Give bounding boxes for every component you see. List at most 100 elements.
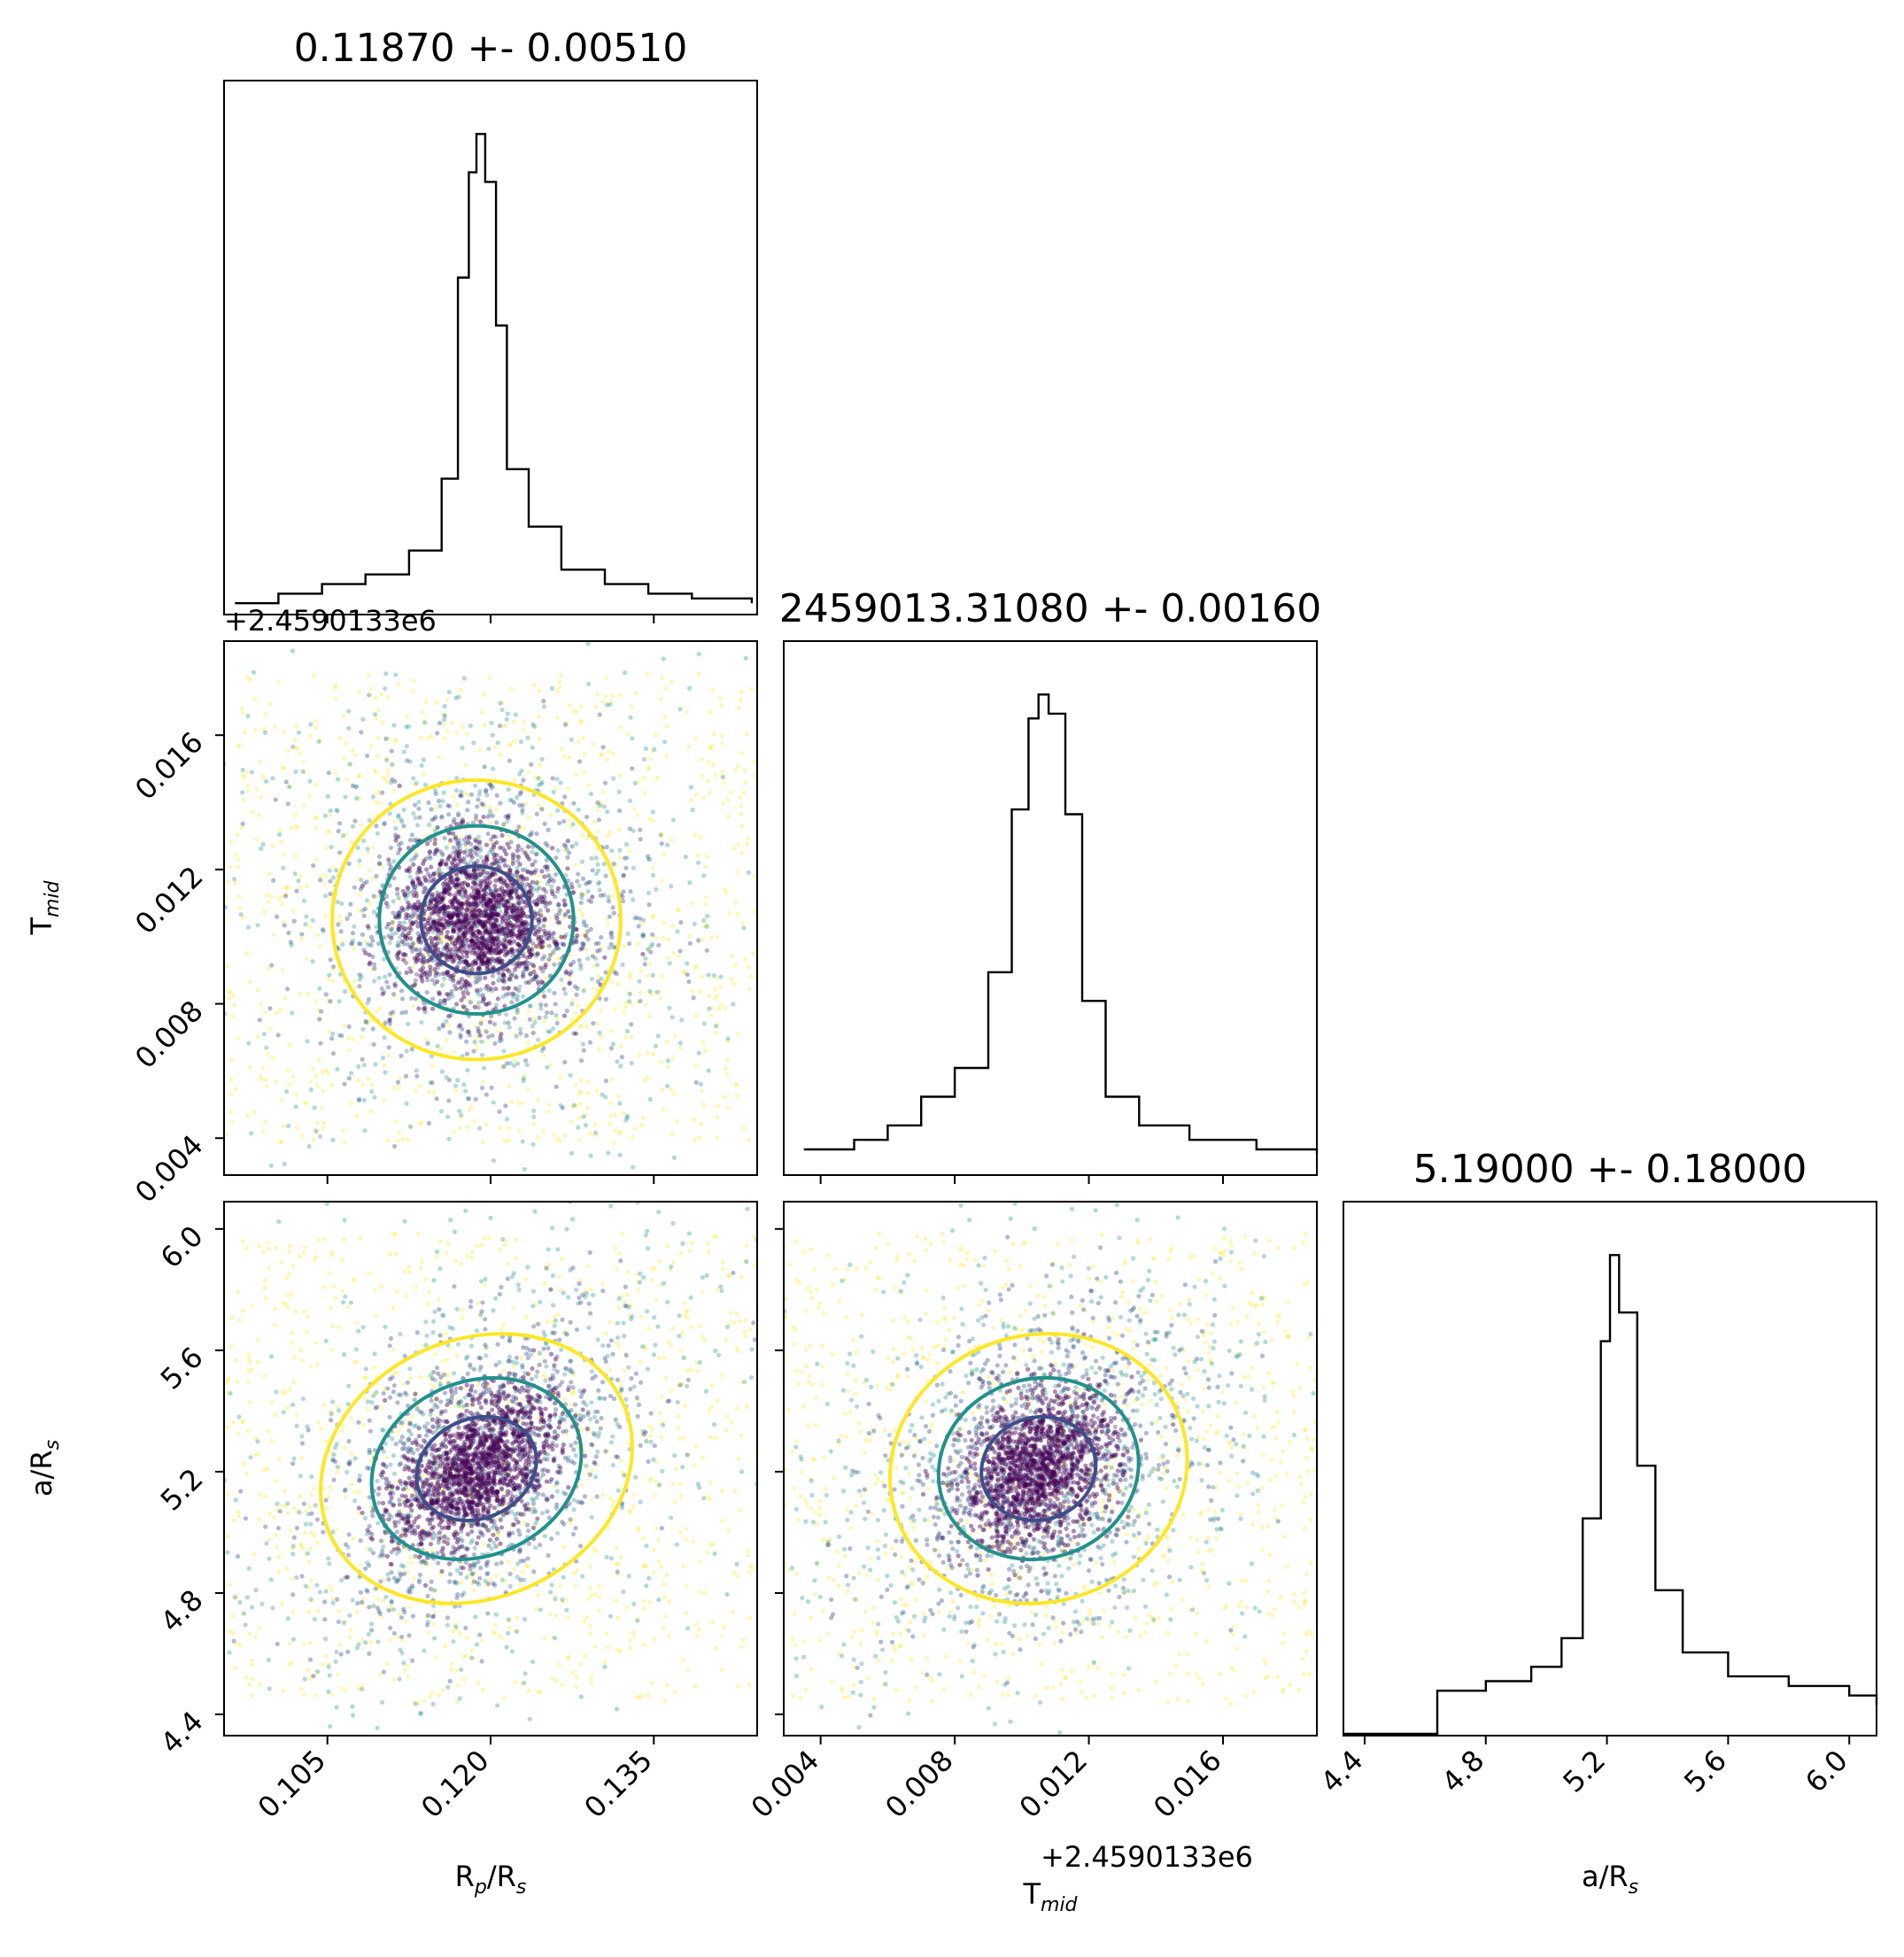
scatter-point [405, 758, 410, 763]
scatter-point [499, 927, 505, 932]
scatter-point [451, 1130, 456, 1135]
scatter-point [465, 913, 470, 918]
scatter-point [431, 919, 437, 924]
scatter-point [623, 1303, 628, 1309]
scatter-point [469, 925, 475, 931]
scatter-point [569, 824, 574, 830]
scatter-point [653, 935, 658, 940]
scatter-point [736, 1032, 740, 1037]
scatter-point [298, 873, 303, 878]
scatter-point [592, 1130, 599, 1135]
scatter-point [507, 892, 512, 897]
scatter-point [443, 945, 448, 950]
scatter-point [504, 904, 509, 909]
scatter-point [646, 856, 651, 862]
scatter-point [505, 905, 511, 910]
scatter-point [693, 1014, 699, 1018]
scatter-point [490, 732, 495, 738]
scatter-point [465, 924, 470, 930]
scatter-point [395, 955, 401, 961]
scatter-point [453, 695, 459, 700]
scatter-point [475, 847, 480, 852]
scatter-point [589, 1680, 594, 1685]
scatter-point [594, 705, 599, 710]
scatter-point [428, 1694, 433, 1699]
scatter-point [304, 956, 309, 962]
scatter-point [421, 889, 427, 894]
scatter-point [530, 722, 536, 727]
scatter-point [476, 891, 482, 896]
scatter-point [525, 735, 530, 740]
scatter-point [465, 1635, 470, 1640]
scatter-point [579, 1427, 584, 1432]
scatter-point [413, 941, 417, 947]
scatter-point [414, 853, 419, 858]
scatter-point [707, 1006, 712, 1011]
scatter-point [445, 904, 452, 910]
scatter-point [544, 936, 549, 941]
scatter-point [427, 916, 432, 921]
scatter-point [469, 967, 475, 972]
scatter-point [659, 973, 664, 978]
scatter-point [522, 850, 528, 855]
scatter-point [456, 1398, 461, 1403]
scatter-point [747, 964, 751, 970]
scatter-point [246, 1040, 252, 1046]
scatter-point [276, 832, 283, 838]
scatter-point [584, 1105, 590, 1110]
scatter-point [576, 871, 581, 877]
scatter-point [446, 886, 452, 892]
scatter-point [744, 1259, 749, 1265]
scatter-point [634, 1695, 639, 1699]
scatter-point [453, 910, 459, 916]
scatter-point [521, 877, 526, 882]
scatter-point [642, 962, 647, 967]
scatter-point [401, 928, 406, 933]
scatter-point [488, 921, 493, 926]
scatter-point [483, 885, 488, 890]
scatter-point [298, 1254, 302, 1259]
scatter-point [352, 818, 358, 824]
scatter-point [640, 1115, 646, 1120]
scatter-point [553, 1084, 559, 1089]
scatter-point [287, 784, 292, 790]
scatter-point [491, 901, 497, 907]
scatter-point [483, 913, 488, 918]
scatter-point [498, 974, 503, 980]
scatter-point [294, 1574, 299, 1581]
scatter-point [522, 1166, 527, 1172]
scatter-point [423, 856, 429, 862]
scatter-point [478, 882, 484, 887]
scatter-point [328, 878, 333, 884]
scatter-point [494, 924, 499, 929]
scatter-point [415, 952, 421, 957]
scatter-point [493, 900, 499, 905]
scatter-point [496, 946, 501, 951]
scatter-point [662, 852, 667, 857]
scatter-point [346, 1035, 352, 1040]
scatter-point [511, 886, 516, 891]
scatter-point [431, 1090, 437, 1095]
scatter-point [358, 1236, 363, 1241]
scatter-point [375, 754, 380, 759]
scatter-point [588, 1585, 593, 1590]
scatter-point [572, 984, 578, 989]
scatter-point [396, 924, 402, 929]
scatter-point [509, 930, 515, 935]
scatter-point [448, 877, 454, 882]
scatter-point [509, 933, 515, 940]
scatter-point [375, 831, 380, 836]
scatter-point [267, 701, 273, 707]
scatter-point [431, 840, 437, 846]
scatter-point [459, 940, 464, 945]
scatter-point [540, 940, 546, 945]
scatter-point [262, 1373, 267, 1379]
scatter-point [475, 924, 480, 929]
scatter-point [510, 905, 515, 910]
scatter-point [346, 1048, 352, 1053]
scatter-point [386, 1486, 391, 1491]
scatter-point [640, 951, 646, 957]
scatter-point [442, 998, 447, 1003]
scatter-point [549, 685, 555, 692]
scatter-point [360, 1056, 365, 1062]
